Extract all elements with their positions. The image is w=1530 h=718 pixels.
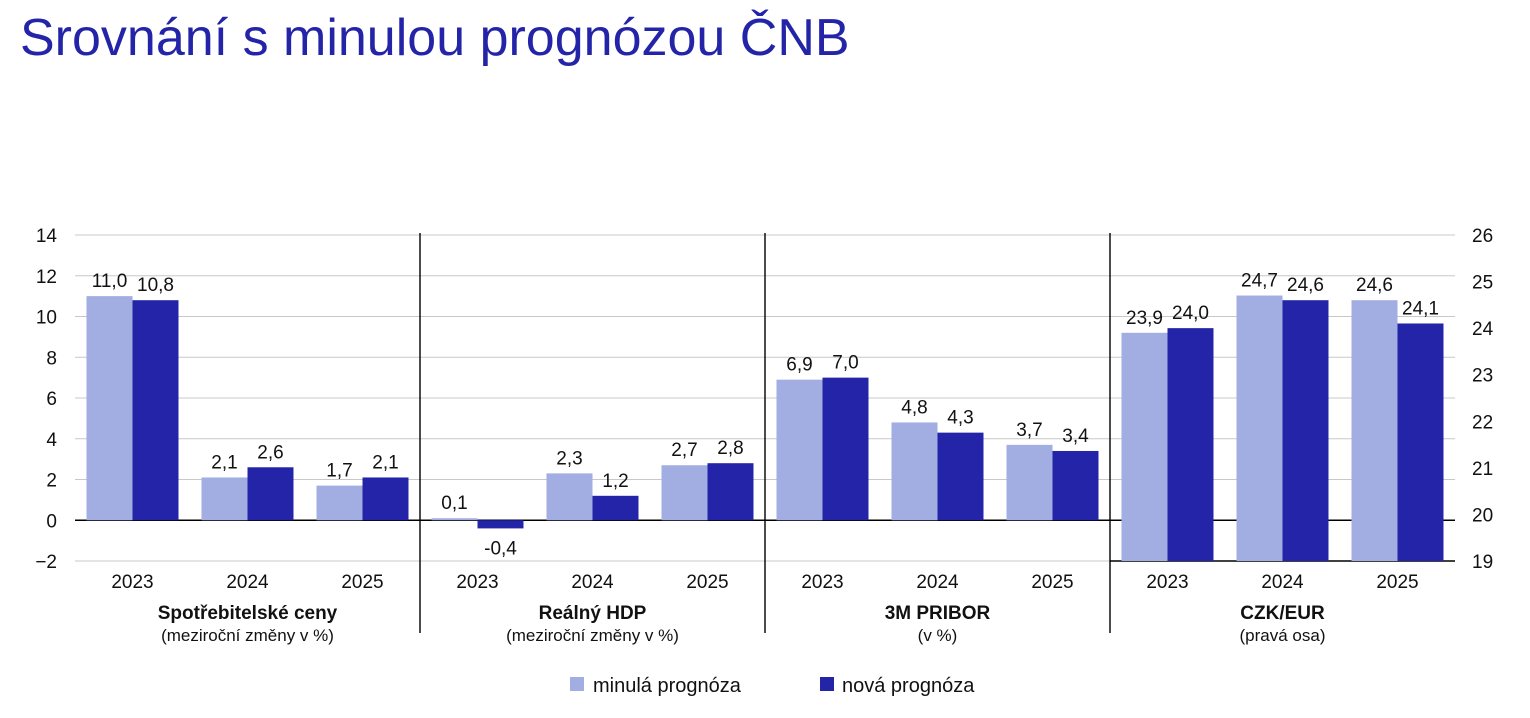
bar-new-forecast [822,377,869,521]
data-label: -0,4 [484,538,517,559]
right-axis-tick-label: 23 [1472,366,1493,387]
bar-old-forecast [1351,300,1398,561]
data-label: 1,7 [326,461,352,482]
x-tick-label: 2025 [1376,572,1418,593]
panel-title: Reálný HDP [539,603,647,624]
bar-new-forecast [937,432,984,521]
data-label: 0,1 [441,493,467,514]
bar-new-forecast [1397,323,1444,561]
x-tick-label: 2024 [916,572,959,593]
panel-subtitle: (pravá osa) [1240,626,1326,645]
legend-label-new: nová prognóza [842,675,975,697]
panel-title: 3M PRIBOR [885,603,991,624]
panel-subtitle: (v %) [918,626,958,645]
data-label: 10,8 [137,275,174,296]
page-title: Srovnání s minulou prognózou ČNB [20,9,850,67]
right-axis-tick-label: 22 [1472,412,1493,433]
right-axis-tick-label: 21 [1472,459,1493,480]
data-label: 6,9 [786,355,812,376]
data-label: 11,0 [92,271,128,292]
bar-old-forecast [776,379,823,521]
x-tick-label: 2025 [686,572,728,593]
left-axis-tick-label: 10 [36,308,57,329]
legend-label-old: minulá prognóza [593,675,742,697]
left-axis-tick-label: 4 [46,430,57,451]
x-tick-label: 2024 [571,572,614,593]
x-tick-label: 2025 [1031,572,1073,593]
bar-new-forecast [1052,450,1099,521]
left-axis-tick-label: −2 [35,552,57,573]
x-tick-label: 2025 [341,572,383,593]
left-axis-tick-label: 12 [36,267,57,288]
right-axis-tick-label: 26 [1472,226,1493,247]
left-axis-tick-label: 8 [46,348,57,369]
left-axis-tick-label: 6 [46,389,57,410]
x-tick-label: 2023 [111,572,153,593]
x-tick-label: 2023 [456,572,498,593]
bar-new-forecast [132,300,179,521]
bar-old-forecast [201,477,248,521]
x-tick-label: 2023 [1146,572,1188,593]
bar-old-forecast [86,296,133,521]
bar-new-forecast [247,467,294,521]
panel-title: Spotřebitelské ceny [158,603,338,624]
data-label: 3,4 [1062,426,1089,447]
data-label: 2,6 [257,442,283,463]
data-label: 1,2 [602,471,628,492]
left-axis-tick-label: 14 [36,226,58,247]
bar-old-forecast [661,465,708,521]
bar-new-forecast [1167,328,1214,561]
x-tick-label: 2024 [1261,572,1304,593]
bar-old-forecast [546,473,593,521]
bar-old-forecast [1121,332,1168,561]
bar-new-forecast [477,520,524,529]
panel-subtitle: (meziroční změny v %) [161,626,334,645]
bar-old-forecast [316,485,363,521]
bar-old-forecast [1006,444,1053,521]
bar-old-forecast [1236,295,1283,561]
data-label: 23,9 [1126,308,1163,329]
data-label: 2,8 [717,438,743,459]
data-label: 7,0 [832,353,858,374]
right-axis-tick-label: 20 [1472,505,1493,526]
data-label: 24,0 [1172,303,1209,324]
right-axis-tick-label: 25 [1472,273,1493,294]
data-label: 2,7 [671,440,697,461]
bar-old-forecast [431,518,478,521]
left-axis-tick-label: 0 [46,511,57,532]
bar-new-forecast [592,495,639,521]
bar-new-forecast [362,477,409,521]
data-label: 24,6 [1356,275,1393,296]
data-label: 4,3 [947,408,973,429]
panel-title: CZK/EUR [1240,603,1325,624]
data-label: 2,1 [372,452,398,473]
data-label: 4,8 [901,397,927,418]
right-axis-tick-label: 19 [1472,552,1493,573]
bar-new-forecast [707,463,754,521]
data-label: 3,7 [1016,420,1042,441]
legend-swatch-new [820,677,834,691]
data-label: 2,3 [556,448,582,469]
right-axis-tick-label: 24 [1472,319,1494,340]
data-label: 2,1 [211,452,237,473]
data-label: 24,7 [1241,271,1278,292]
x-tick-label: 2023 [801,572,843,593]
data-label: 24,6 [1287,275,1324,296]
legend-swatch-old [570,677,584,691]
bar-old-forecast [891,422,938,521]
x-tick-label: 2024 [226,572,269,593]
bar-new-forecast [1282,300,1329,561]
data-label: 24,1 [1402,298,1439,319]
left-axis-tick-label: 2 [46,471,57,492]
panel-subtitle: (meziroční změny v %) [506,626,679,645]
